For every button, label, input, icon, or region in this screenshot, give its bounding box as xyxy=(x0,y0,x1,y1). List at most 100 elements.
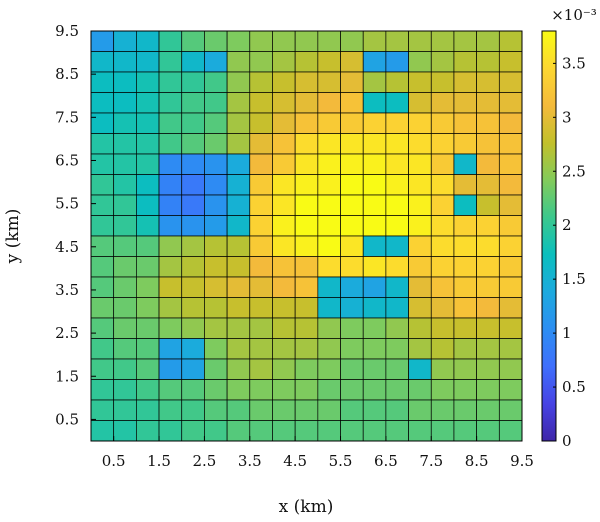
heatmap-cell xyxy=(226,338,251,360)
heatmap-cell xyxy=(113,153,137,175)
heatmap-cell xyxy=(90,256,115,278)
y-axis-label: y (km) xyxy=(3,209,23,265)
heatmap-cell xyxy=(408,317,432,339)
heatmap-cell xyxy=(498,215,523,237)
heatmap-cell xyxy=(476,317,500,339)
heatmap-cell xyxy=(430,153,455,175)
heatmap-cell xyxy=(453,235,477,257)
heatmap-cell xyxy=(498,256,523,278)
heatmap-cell xyxy=(408,379,432,401)
heatmap-cell xyxy=(408,338,432,360)
x-tick-label: 7.5 xyxy=(419,452,443,470)
heatmap-cell xyxy=(136,256,160,278)
heatmap-cell xyxy=(158,30,183,52)
heatmap-cell xyxy=(294,358,319,380)
heatmap-cell xyxy=(158,71,183,93)
heatmap-cell xyxy=(453,194,477,216)
heatmap-cell xyxy=(362,317,387,339)
heatmap-cell xyxy=(113,317,137,339)
heatmap-cell xyxy=(181,317,205,339)
heatmap-cell xyxy=(204,51,228,73)
heatmap-cell xyxy=(340,215,364,237)
heatmap-cell xyxy=(385,399,409,421)
heatmap-cell xyxy=(362,51,387,73)
heatmap-cell xyxy=(498,317,523,339)
heatmap-cell xyxy=(226,51,251,73)
heatmap-cell xyxy=(430,235,455,257)
heatmap-cell xyxy=(113,256,137,278)
heatmap-cell xyxy=(113,71,137,93)
heatmap-cell xyxy=(362,358,387,380)
heatmap-cell xyxy=(453,338,477,360)
heatmap-cell xyxy=(113,174,137,196)
heatmap-cell xyxy=(317,30,341,52)
heatmap-cell xyxy=(408,133,432,155)
x-tick-label: 4.5 xyxy=(283,452,307,470)
heatmap-cell xyxy=(340,317,364,339)
heatmap-cell xyxy=(249,30,273,52)
heatmap-cell xyxy=(453,51,477,73)
heatmap-cell xyxy=(272,358,296,380)
heatmap-cell xyxy=(317,358,341,380)
heatmap-cell xyxy=(249,256,273,278)
heatmap-cell xyxy=(362,153,387,175)
heatmap-cell xyxy=(430,399,455,421)
heatmap-cell xyxy=(362,276,387,298)
heatmap-cell xyxy=(340,153,364,175)
heatmap-cell xyxy=(385,112,409,134)
heatmap-cell xyxy=(294,420,319,442)
heatmap-cell xyxy=(249,317,273,339)
heatmap-cell xyxy=(340,51,364,73)
heatmap-cell xyxy=(136,112,160,134)
heatmap-cell xyxy=(90,235,115,257)
heatmap-cell xyxy=(294,133,319,155)
heatmap-cell xyxy=(158,215,183,237)
heatmap-cell xyxy=(362,256,387,278)
heatmap-cell xyxy=(90,92,115,114)
heatmap-cell xyxy=(476,51,500,73)
heatmap-cell xyxy=(272,379,296,401)
heatmap-cell xyxy=(226,174,251,196)
heatmap-cell xyxy=(181,194,205,216)
y-tick-label: 6.5 xyxy=(55,151,79,169)
heatmap-cell xyxy=(340,92,364,114)
heatmap-cell xyxy=(317,133,341,155)
heatmap-cell xyxy=(453,112,477,134)
heatmap-cell xyxy=(294,399,319,421)
heatmap-cell xyxy=(498,358,523,380)
heatmap-cell xyxy=(272,317,296,339)
heatmap-cell xyxy=(498,112,523,134)
heatmap-cell xyxy=(226,194,251,216)
heatmap-cell xyxy=(453,317,477,339)
heatmap-cell xyxy=(340,133,364,155)
heatmap-cell xyxy=(317,276,341,298)
heatmap-cell xyxy=(181,153,205,175)
heatmap-cell xyxy=(272,256,296,278)
heatmap-cell xyxy=(294,71,319,93)
heatmap-cell xyxy=(249,338,273,360)
heatmap-cell xyxy=(136,358,160,380)
heatmap-cell xyxy=(385,174,409,196)
heatmap-cell xyxy=(453,92,477,114)
heatmap-cell xyxy=(453,71,477,93)
heatmap-cell xyxy=(90,112,115,134)
heatmap-cell xyxy=(362,215,387,237)
x-axis-label: x (km) xyxy=(279,497,334,517)
heatmap-cell xyxy=(476,71,500,93)
heatmap-cell xyxy=(249,71,273,93)
heatmap-cell xyxy=(136,297,160,319)
heatmap-cell xyxy=(249,133,273,155)
heatmap-cell xyxy=(498,399,523,421)
heatmap-cell xyxy=(340,235,364,257)
colorbar-tick-label: 3.5 xyxy=(562,54,586,72)
heatmap-cell xyxy=(430,358,455,380)
heatmap-cell xyxy=(362,338,387,360)
heatmap-cell xyxy=(317,399,341,421)
heatmap-cell xyxy=(430,338,455,360)
heatmap-cell xyxy=(113,215,137,237)
colorbar-tick-label: 1.5 xyxy=(562,270,586,288)
heatmap-cell xyxy=(498,133,523,155)
heatmap-cell xyxy=(476,235,500,257)
x-tick-label: 9.5 xyxy=(510,452,534,470)
